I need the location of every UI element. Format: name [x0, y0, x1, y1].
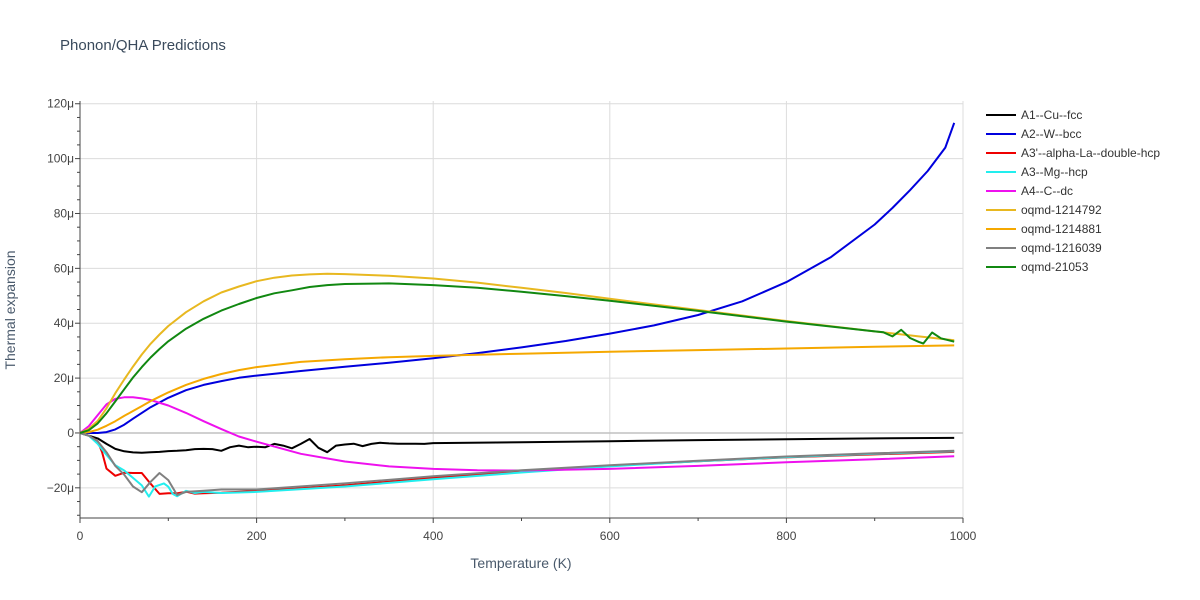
x-tick-label: 1000 — [950, 529, 977, 543]
y-tick-label: 80μ — [54, 206, 74, 220]
y-tick-label: 40μ — [54, 316, 74, 330]
x-tick-label: 0 — [77, 529, 84, 543]
series-line-5 — [79, 272, 955, 434]
y-tick-label: 60μ — [54, 261, 74, 275]
y-tick-label: −20μ — [47, 481, 74, 495]
x-tick-label: 200 — [247, 529, 267, 543]
legend: A1--Cu--fcc A2--W--bcc A3'--alpha-La--doub… — [986, 108, 1160, 274]
plot-area — [79, 122, 956, 498]
series-line-4 — [79, 396, 955, 472]
y-tick-label: 100μ — [47, 152, 74, 166]
legend-label: A1--Cu--fcc — [1021, 108, 1082, 122]
x-tick-label: 400 — [423, 529, 443, 543]
legend-label: oqmd-1216039 — [1021, 241, 1102, 255]
y-axis-title: Thermal expansion — [2, 250, 18, 369]
legend-label: oqmd-1214881 — [1021, 222, 1102, 236]
x-axis-title: Temperature (K) — [470, 555, 571, 571]
axes: 0 200 400 600 800 1000 −20μ 0 20μ 40μ 60μ 80μ 100μ 12… — [47, 97, 977, 543]
legend-label: A3'--alpha-La--double-hcp — [1021, 146, 1160, 160]
y-tick-label: 20μ — [54, 371, 74, 385]
x-tick-label: 800 — [776, 529, 796, 543]
series-line-8 — [79, 282, 955, 434]
series-line-6 — [79, 344, 955, 434]
legend-label: oqmd-21053 — [1021, 260, 1089, 274]
y-tick-label: 120μ — [47, 97, 74, 111]
legend-label: A4--C--dc — [1021, 184, 1073, 198]
series-line-7 — [79, 432, 955, 496]
legend-label: oqmd-1214792 — [1021, 203, 1102, 217]
grid — [80, 101, 964, 518]
x-tick-label: 600 — [600, 529, 620, 543]
legend-label: A3--Mg--hcp — [1021, 165, 1088, 179]
series-line-1 — [80, 122, 956, 434]
y-tick-label: 0 — [67, 426, 74, 440]
chart-title: Phonon/QHA Predictions — [60, 37, 226, 54]
series-line-0 — [79, 432, 955, 454]
legend-label: A2--W--bcc — [1021, 127, 1081, 141]
